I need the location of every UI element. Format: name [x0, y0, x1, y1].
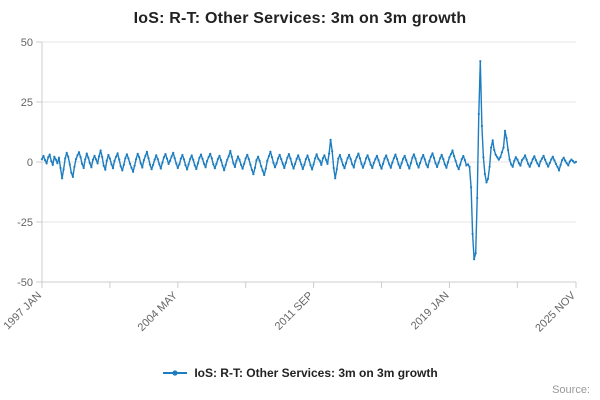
- x-tick-label: 2011 SEP: [273, 290, 316, 333]
- y-tick-label: 50: [21, 37, 33, 49]
- legend-line-marker: [163, 370, 188, 376]
- y-tick-label: -50: [17, 277, 33, 289]
- y-tick-label: 25: [21, 97, 33, 109]
- x-tick-label: 2004 MAY: [136, 289, 181, 334]
- source-label: Source:: [552, 384, 590, 396]
- legend-label: IoS: R-T: Other Services: 3m on 3m growt…: [194, 366, 438, 380]
- chart-title: IoS: R-T: Other Services: 3m on 3m growt…: [133, 10, 467, 27]
- x-tick-label: 2019 JAN: [409, 290, 452, 333]
- plot-area: -50 -25 0 25 50 1997 JAN 2004 MAY 2011 SEP 2019 …: [0, 30, 600, 344]
- x-tick-label: 2025 NOV: [533, 289, 578, 334]
- y-tick-label: 0: [27, 157, 33, 169]
- y-tick-label: -25: [17, 217, 33, 229]
- legend-item[interactable]: IoS: R-T: Other Services: 3m on 3m growt…: [0, 366, 600, 380]
- chart-svg: -50 -25 0 25 50 1997 JAN 2004 MAY 2011 SEP 2019 …: [1, 37, 578, 334]
- series-line: [40, 60, 578, 261]
- x-tick-label: 1997 JAN: [1, 290, 44, 333]
